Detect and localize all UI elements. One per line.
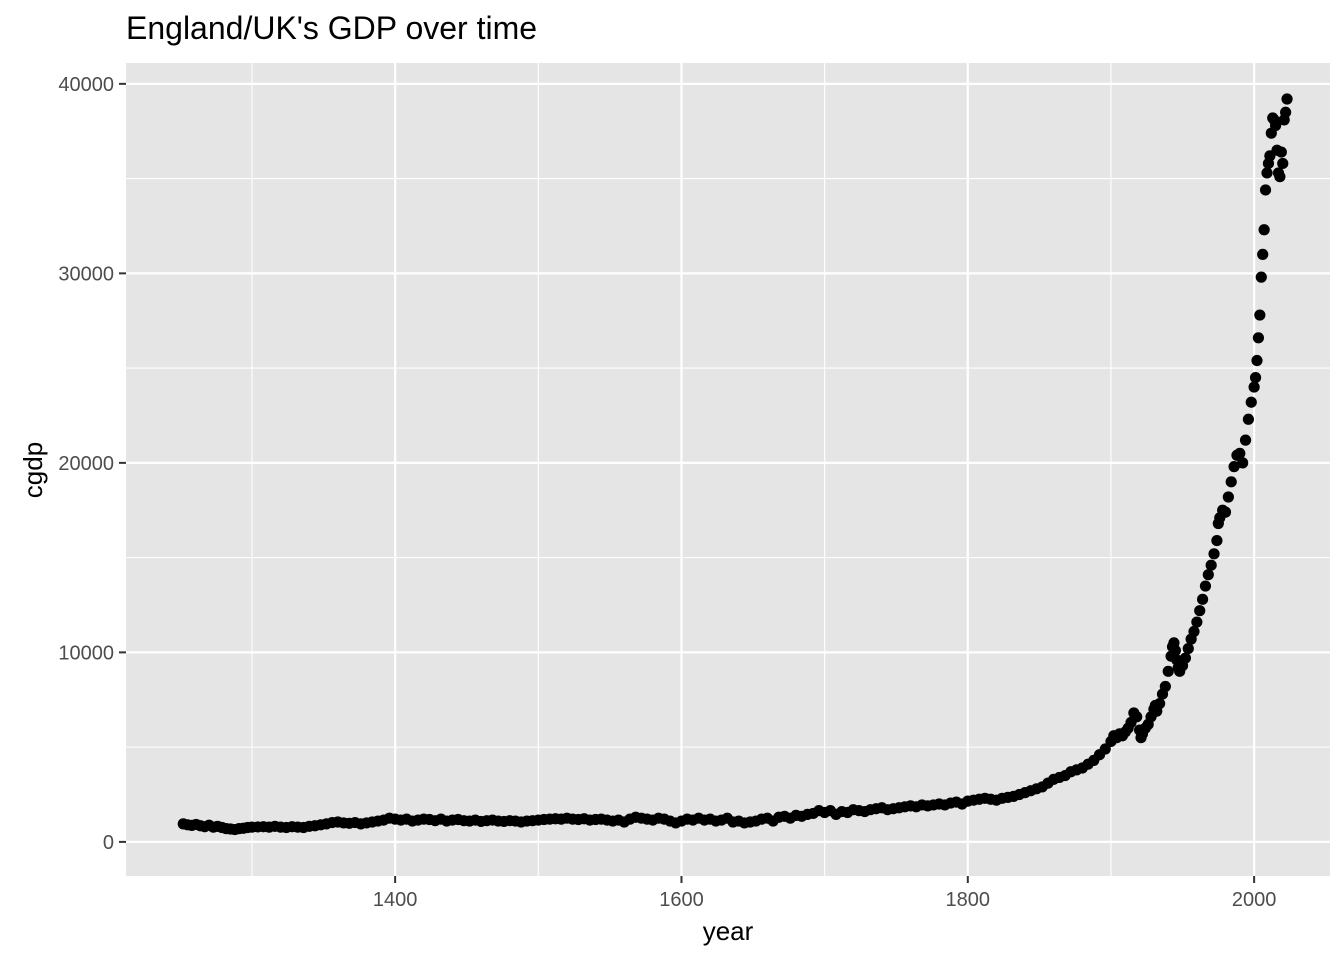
y-axis: 0 10000 20000 30000 40000 (58, 74, 126, 854)
data-point (1225, 476, 1237, 488)
data-point (1261, 167, 1273, 179)
data-point (1234, 447, 1246, 459)
data-point (1251, 354, 1263, 367)
data-point (1259, 184, 1272, 196)
minor-gridlines (126, 63, 1330, 876)
data-point (1245, 396, 1257, 408)
data-point (1131, 711, 1143, 723)
data-point (1252, 332, 1265, 344)
data-point (1099, 743, 1111, 755)
data-point (1199, 580, 1212, 592)
data-point (1254, 309, 1266, 321)
y-tick-label: 10000 (58, 642, 114, 664)
data-point (1205, 559, 1217, 571)
plot-panel (126, 63, 1330, 876)
data-point (1169, 644, 1181, 657)
data-point (1194, 605, 1206, 617)
chart-title: England/UK's GDP over time (126, 10, 537, 46)
data-point (1202, 569, 1214, 581)
data-point (1248, 381, 1260, 393)
major-gridlines (126, 63, 1330, 876)
data-point (1159, 680, 1171, 693)
data-point (1219, 506, 1232, 518)
data-point (1182, 642, 1194, 655)
data-point (1249, 371, 1262, 384)
data-point (1258, 224, 1270, 236)
y-axis-title: cgdp (18, 442, 48, 498)
y-tick-label: 20000 (58, 453, 114, 475)
data-point (1269, 119, 1282, 132)
data-point (1257, 248, 1269, 261)
data-point (1239, 434, 1252, 446)
data-point (1255, 271, 1267, 283)
data-point (1277, 157, 1289, 170)
data-point (1162, 665, 1174, 677)
data-point (1275, 146, 1287, 158)
data-point (1228, 461, 1240, 473)
data-point (1280, 106, 1292, 118)
x-tick-label: 1800 (946, 889, 991, 911)
data-point (1237, 457, 1249, 469)
data-point (1196, 593, 1209, 605)
x-axis-title: year (703, 916, 754, 946)
data-point (1222, 491, 1234, 503)
data-point (1274, 171, 1286, 183)
data-points (177, 93, 1293, 836)
data-point (1281, 93, 1293, 105)
data-point (1179, 652, 1192, 664)
y-tick-label: 0 (103, 832, 114, 854)
data-point (1188, 625, 1200, 638)
data-point (1154, 697, 1166, 710)
y-tick-label: 30000 (58, 263, 114, 285)
data-point (1211, 534, 1223, 547)
x-axis: 1400 1600 1800 2000 (373, 876, 1276, 911)
data-point (1191, 616, 1203, 628)
x-tick-label: 1400 (373, 889, 418, 911)
data-point (1208, 548, 1220, 560)
y-tick-label: 40000 (58, 74, 114, 96)
x-tick-label: 2000 (1232, 889, 1277, 911)
x-tick-label: 1600 (659, 889, 704, 911)
data-point (1242, 413, 1254, 425)
